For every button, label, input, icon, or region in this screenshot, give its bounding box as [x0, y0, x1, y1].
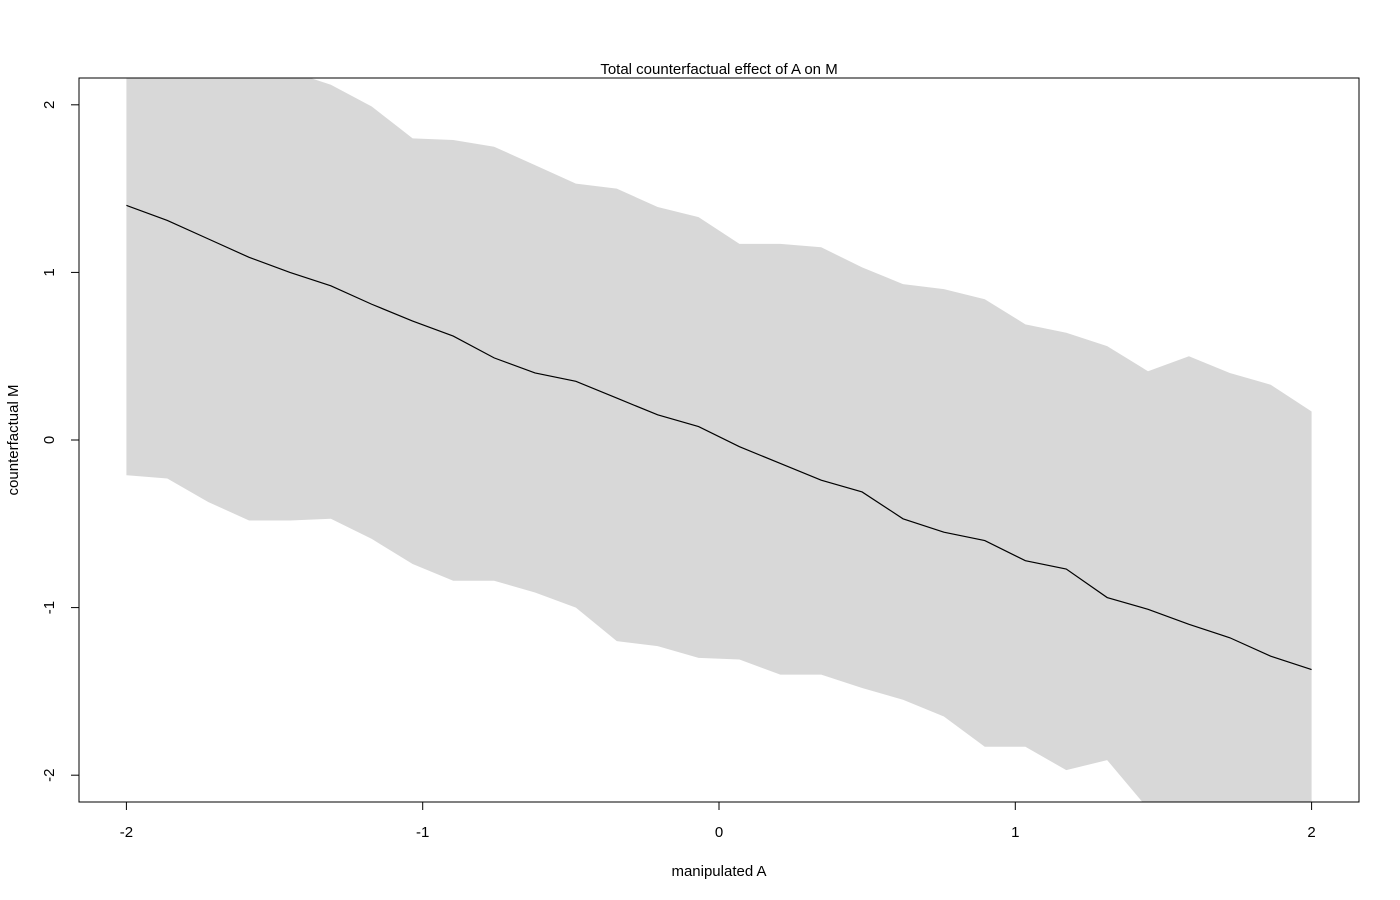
x-tick-label: -1 — [416, 824, 429, 841]
chart-title: Total counterfactual effect of A on M — [600, 61, 837, 78]
y-axis-title: counterfactual M — [5, 385, 22, 496]
y-tick-label: 1 — [41, 268, 58, 276]
mean-line — [126, 204, 1312, 671]
interval-band — [126, 78, 1312, 802]
x-tick-label: -2 — [120, 824, 133, 841]
y-tick-label: 2 — [41, 101, 58, 109]
y-tick-label: 0 — [41, 436, 58, 444]
x-axis-title: manipulated A — [671, 863, 766, 880]
x-tick-label: 2 — [1307, 824, 1315, 841]
x-tick-label: 1 — [1011, 824, 1019, 841]
x-tick-label: 0 — [715, 824, 723, 841]
y-tick-label: -2 — [41, 769, 58, 782]
mean-line-layer — [126, 204, 1312, 671]
interval-band-layer — [126, 78, 1312, 802]
y-tick-label: -1 — [41, 601, 58, 614]
y-axis: -2 -1 0 1 2 — [41, 101, 80, 782]
x-axis: -2 -1 0 1 2 — [120, 801, 1316, 841]
